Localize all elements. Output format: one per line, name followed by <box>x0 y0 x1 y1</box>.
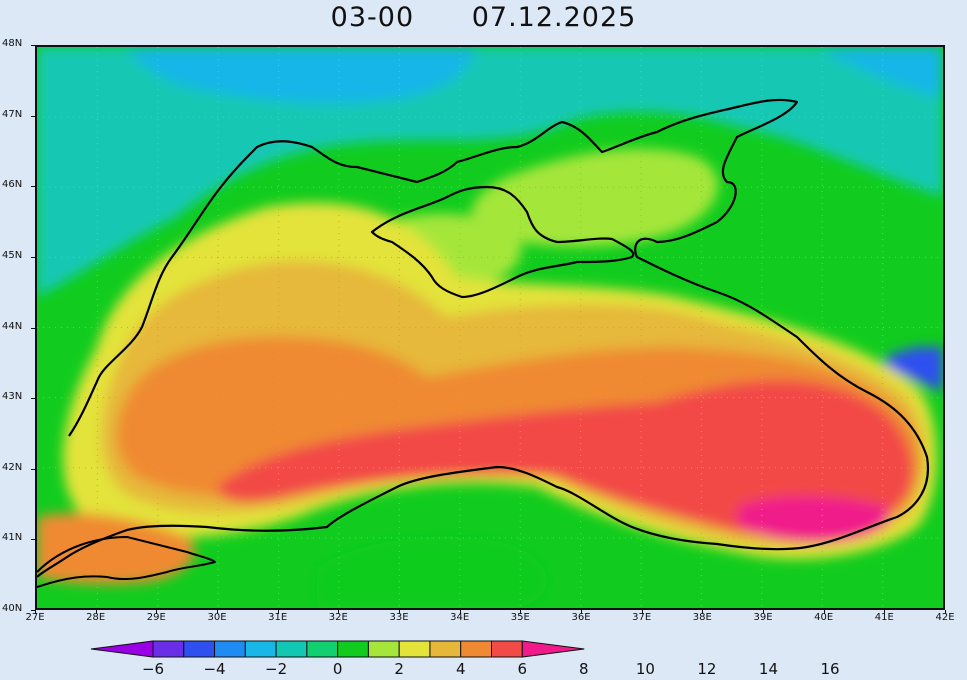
lat-label: 44N <box>2 320 23 332</box>
field-cold-east <box>884 347 943 392</box>
colorbar-box <box>214 640 246 658</box>
lat-label: 48N <box>2 38 23 49</box>
map-title: 03-00 07.12.2025 <box>0 2 967 38</box>
coastline <box>37 98 930 578</box>
lon-tick <box>217 610 218 614</box>
lon-label: 37E <box>632 612 652 623</box>
grid-lines <box>37 47 943 608</box>
lon-tick <box>459 610 461 614</box>
lon-tick <box>581 610 582 614</box>
bosphorus-coast <box>37 536 216 588</box>
field-cold-ne <box>817 47 943 97</box>
colorbar-tick-label: 6 <box>517 660 528 678</box>
lon-tick <box>823 610 825 614</box>
lon-label: 35E <box>510 612 530 623</box>
lon-label: 30E <box>207 612 227 623</box>
lon-tick <box>399 610 400 614</box>
lat-tick <box>31 115 35 117</box>
field-basin-red <box>217 380 913 537</box>
lat-tick <box>31 468 35 470</box>
lat-tick <box>31 186 35 188</box>
lon-tick <box>95 610 97 614</box>
lon-label: 40E <box>814 612 834 623</box>
lon-label: 33E <box>389 612 409 623</box>
lon-tick <box>277 610 279 614</box>
lon-label: 29E <box>146 612 166 623</box>
lon-tick <box>945 610 946 614</box>
lon-label: 42E <box>935 612 955 623</box>
forecast-date: 07.12.2025 <box>471 2 637 33</box>
colorbar-tick-label: −4 <box>203 660 226 678</box>
lat-label: 42N <box>2 461 23 473</box>
colorbar-box <box>244 640 277 658</box>
colorbar-tick-label: 12 <box>697 660 717 678</box>
field-south-green <box>317 536 547 608</box>
field-cold-patch <box>127 47 477 104</box>
lon-label: 27E <box>25 612 45 623</box>
colorbar-box <box>398 640 431 658</box>
colorbar-box <box>152 640 185 658</box>
lon-tick <box>156 610 158 614</box>
colorbar-box <box>367 640 400 658</box>
lat-tick <box>31 539 35 541</box>
lat-tick <box>31 610 35 611</box>
lon-label: 28E <box>86 612 106 623</box>
lat-tick <box>31 256 35 258</box>
lat-label: 40N <box>2 603 23 614</box>
colorbar-tick-label: 16 <box>820 660 840 678</box>
colorbar-box <box>337 640 369 658</box>
forecast-time: 03-00 <box>330 2 415 33</box>
lon-label: 31E <box>268 612 288 623</box>
colorbar-box <box>275 640 308 658</box>
temperature-map <box>37 47 943 608</box>
colorbar-tick-label: 0 <box>332 660 343 678</box>
colorbar-tick-label: 8 <box>579 660 589 678</box>
lon-label: 38E <box>692 612 712 623</box>
lon-tick <box>338 610 340 614</box>
lon-tick <box>520 610 522 614</box>
colorbar-box <box>183 640 216 658</box>
field-basin-magenta <box>737 495 890 543</box>
colorbar-tick-label: −2 <box>265 660 288 678</box>
colorbar-box <box>491 640 523 658</box>
field-azov <box>471 148 718 247</box>
lat-label: 47N <box>2 108 23 120</box>
field-cool-north <box>37 47 943 297</box>
map-panel <box>35 45 945 610</box>
lon-tick <box>702 610 704 614</box>
colorbar-box <box>460 640 492 658</box>
lat-label: 43N <box>2 391 23 403</box>
colorbar-box <box>429 640 462 658</box>
lon-tick <box>884 610 886 614</box>
field-sw-warm <box>37 513 195 585</box>
colorbar-tick-label: 14 <box>758 660 778 678</box>
colorbar-tick-label: 4 <box>455 660 466 678</box>
colorbar-box <box>306 640 339 658</box>
colorbar-max-arrow <box>521 640 585 658</box>
lat-tick <box>31 398 35 400</box>
lon-label: 41E <box>874 612 894 623</box>
colorbar-min-arrow <box>90 640 154 658</box>
colorbar-tick-label: 10 <box>635 660 655 678</box>
lon-tick <box>763 610 764 614</box>
lat-label: 41N <box>2 532 23 544</box>
lat-label: 46N <box>2 179 23 191</box>
lon-tick <box>641 610 643 614</box>
lon-label: 39E <box>753 612 773 623</box>
lon-tick <box>35 610 36 614</box>
crimea-coast <box>370 185 635 299</box>
lat-tick <box>31 45 35 46</box>
colorbar-tick-label: 2 <box>394 660 404 678</box>
lon-label: 32E <box>328 612 348 623</box>
lon-label: 34E <box>450 612 470 623</box>
lat-label: 45N <box>2 249 23 261</box>
lat-tick <box>31 327 35 329</box>
colorbar-tick-label: −6 <box>141 660 165 678</box>
lon-label: 36E <box>571 612 591 623</box>
